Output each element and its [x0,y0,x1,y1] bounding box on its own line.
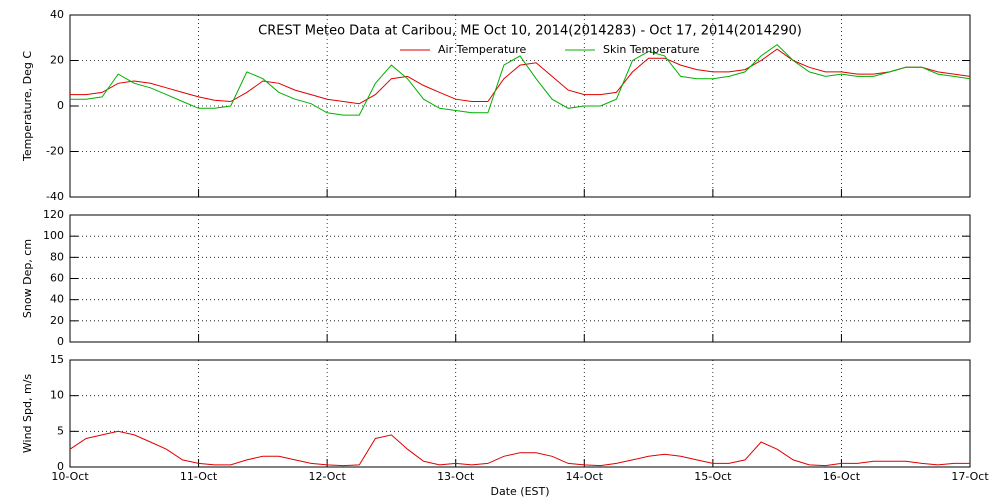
x-axis-label: Date (EST) [490,485,549,498]
x-tick-label: 10-Oct [51,470,89,483]
y-tick-label: 15 [50,353,64,366]
y-tick-label: 20 [50,314,64,327]
x-tick-label: 13-Oct [437,470,475,483]
y-tick-label: 100 [43,229,64,242]
y-axis-label: Wind Spd, m/s [21,374,34,454]
data-line [70,43,971,116]
x-tick-label: 12-Oct [308,470,346,483]
data-line [69,430,970,467]
y-tick-label: 5 [57,424,64,437]
y-axis-label: Snow Dep, cm [21,239,34,318]
x-tick-label: 17-Oct [951,470,989,483]
y-tick-label: 40 [50,293,64,306]
y-tick-label: 20 [50,54,64,67]
x-tick-label: 14-Oct [566,470,604,483]
x-tick-label: 11-Oct [180,470,218,483]
x-tick-label: 15-Oct [694,470,732,483]
chart-title: CREST Meteo Data at Caribou, ME Oct 10, … [258,24,802,39]
y-tick-label: 120 [43,208,64,221]
legend-label: Skin Temperature [603,43,700,56]
y-tick-label: 0 [57,335,64,348]
y-tick-label: 40 [50,8,64,21]
plot-frame [69,359,971,468]
data-line [70,48,971,105]
y-tick-label: 60 [50,272,64,285]
y-tick-label: -20 [46,145,64,158]
legend-label: Air Temperature [438,43,527,56]
x-tick-label: 16-Oct [823,470,861,483]
y-tick-label: -40 [46,190,64,203]
y-tick-label: 80 [50,250,64,263]
y-axis-label: Temperature, Deg C [21,51,34,162]
y-tick-label: 0 [57,99,64,112]
y-tick-label: 10 [50,389,64,402]
y-tick-label: 0 [57,460,64,473]
